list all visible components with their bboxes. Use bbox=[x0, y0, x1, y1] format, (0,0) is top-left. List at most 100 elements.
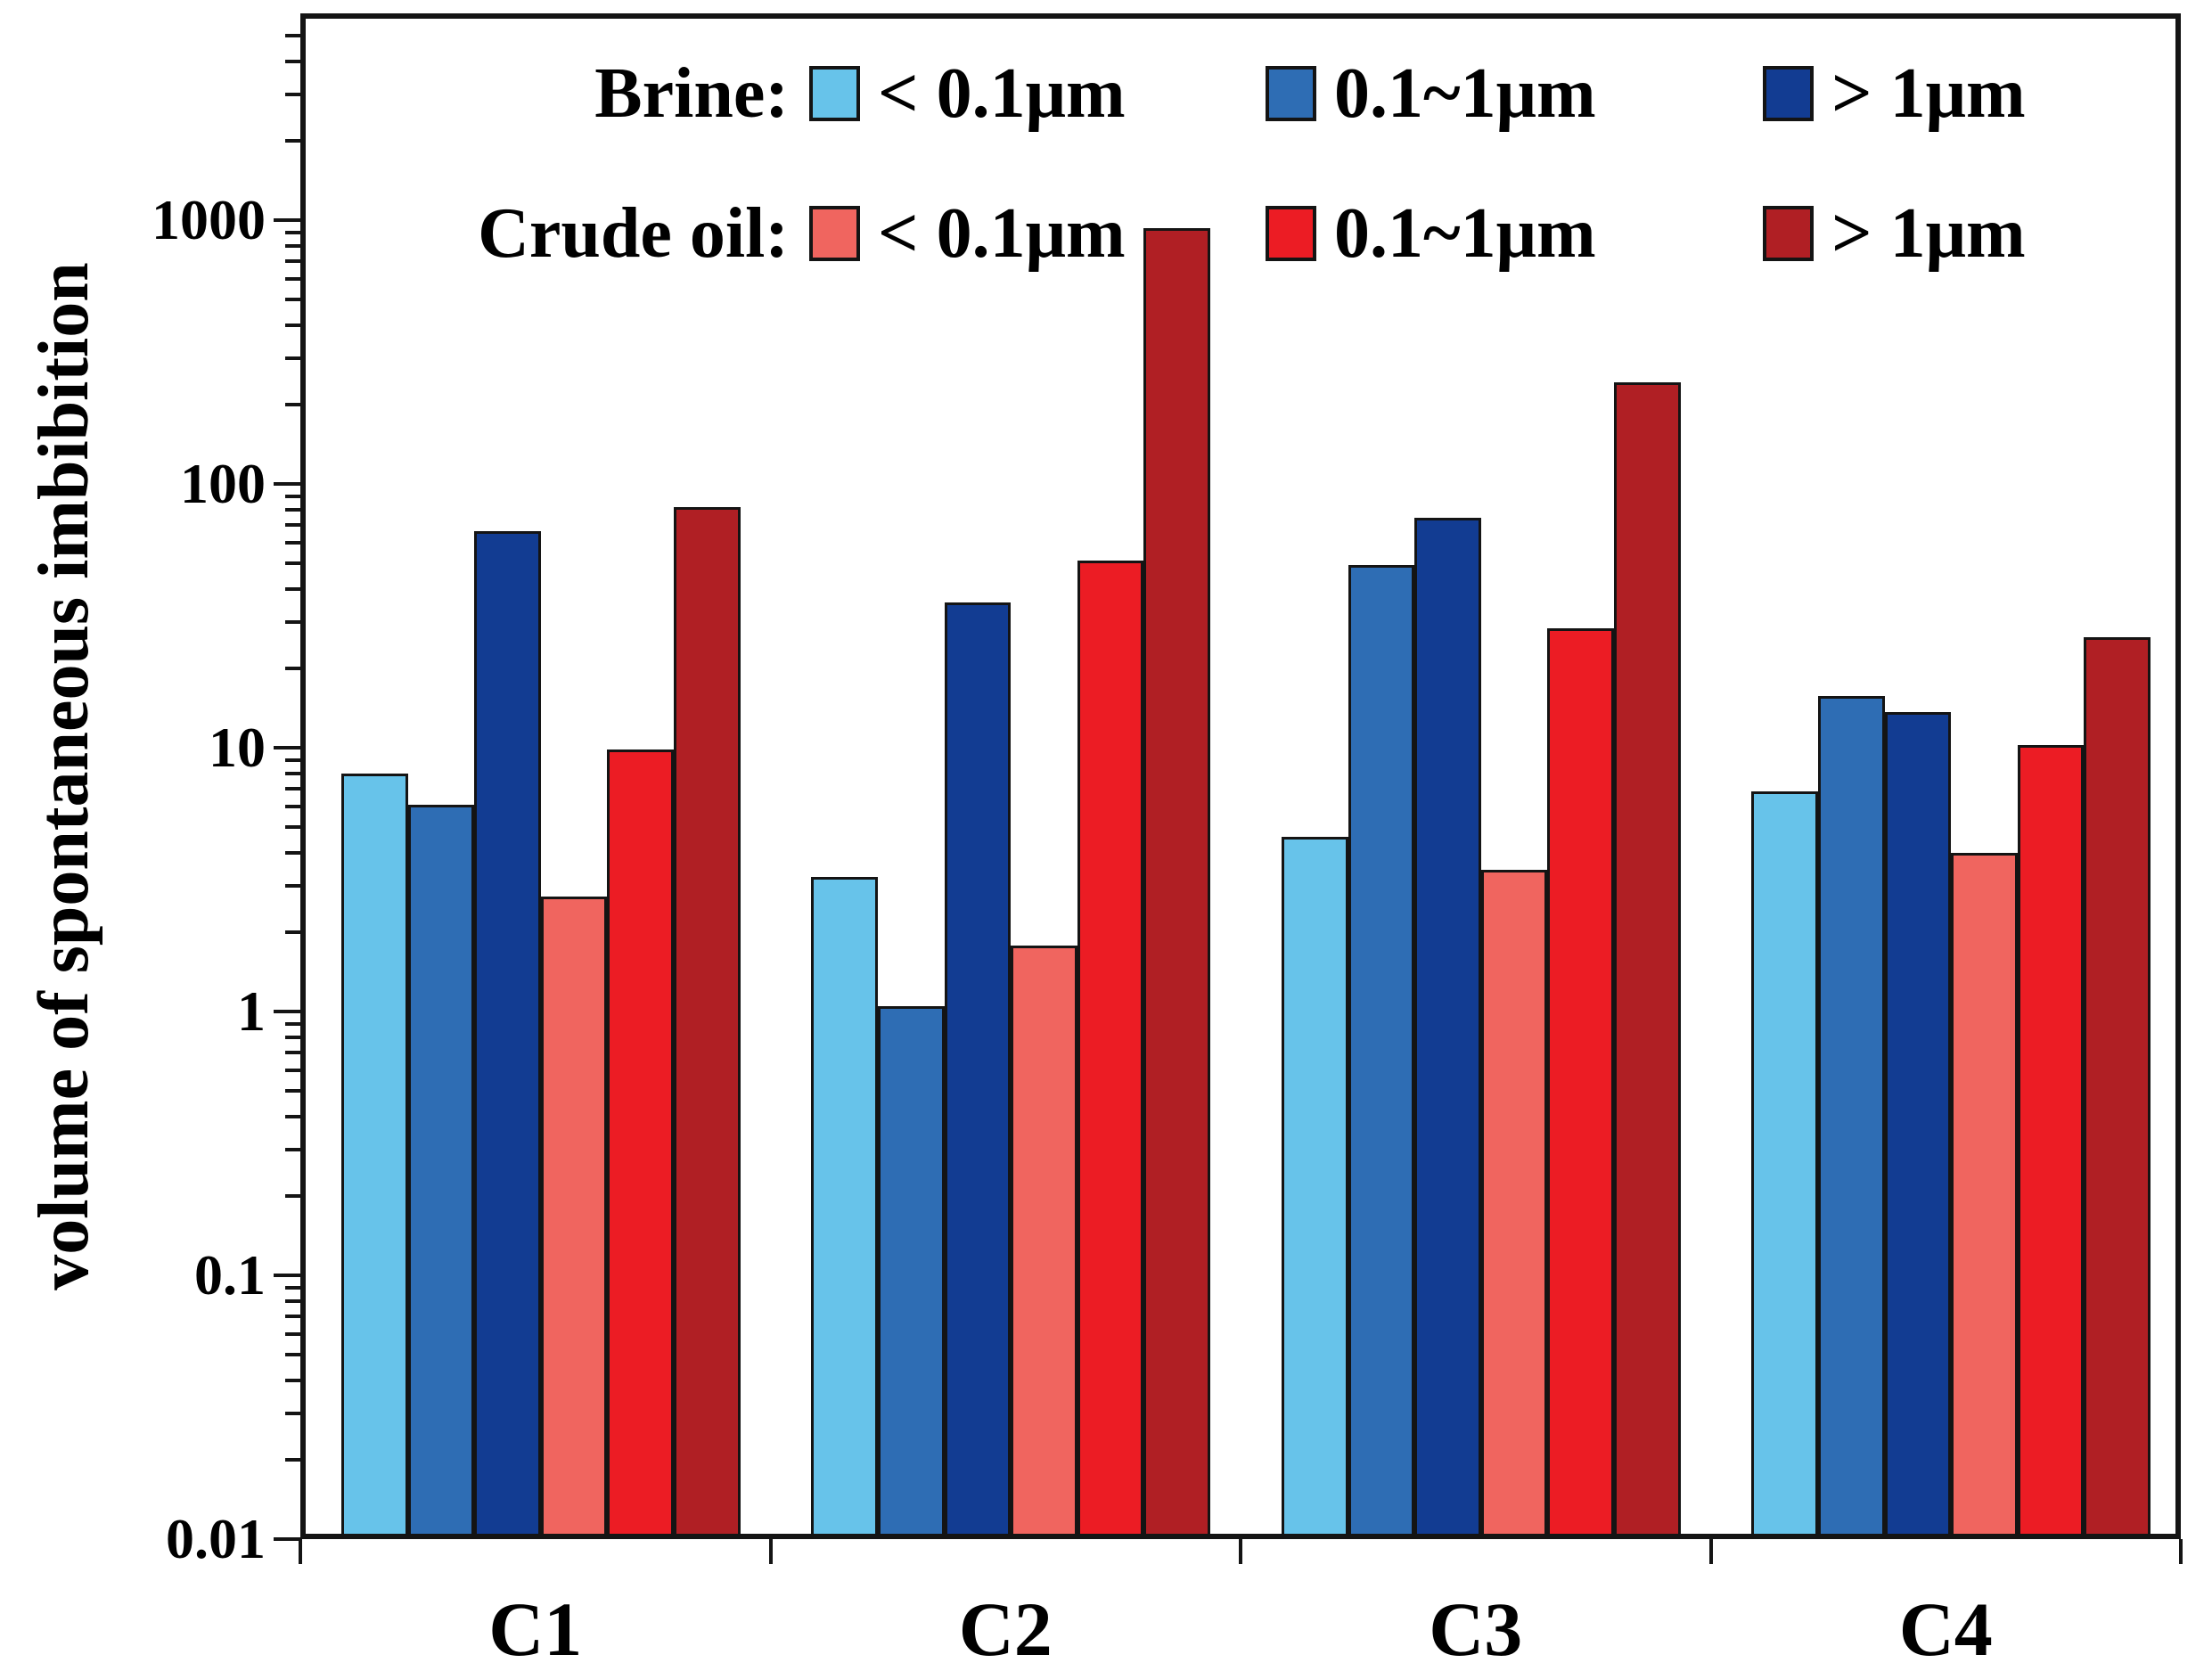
x-category-label-c4: C4 bbox=[1898, 1586, 1993, 1671]
bar-c4-brine-1-m bbox=[1884, 712, 1952, 1534]
legend-swatch-crude-oil-0-1-m bbox=[809, 206, 860, 261]
y-major-tick bbox=[274, 482, 300, 486]
y-minor-tick bbox=[285, 666, 300, 670]
y-minor-tick bbox=[285, 1147, 300, 1151]
y-minor-tick bbox=[285, 1089, 300, 1094]
bar-c1-crude-oil-0-1-1-m bbox=[607, 749, 674, 1534]
bar-c3-brine-0-1-1-m bbox=[1348, 565, 1415, 1534]
y-minor-tick bbox=[285, 507, 300, 512]
y-minor-tick bbox=[285, 850, 300, 855]
bar-c3-crude-oil-1-m bbox=[1613, 381, 1681, 1534]
x-group-tick bbox=[768, 1539, 773, 1564]
y-minor-tick bbox=[285, 138, 300, 143]
bar-c4-crude-oil-0-1-1-m bbox=[2017, 744, 2085, 1534]
y-minor-tick bbox=[285, 356, 300, 360]
legend-swatch-brine-0-1-1-m bbox=[1266, 66, 1316, 121]
y-minor-tick bbox=[285, 1035, 300, 1039]
y-minor-tick bbox=[285, 1457, 300, 1462]
y-minor-tick bbox=[285, 276, 300, 281]
y-minor-tick bbox=[285, 34, 300, 38]
y-major-tick bbox=[274, 1274, 300, 1277]
y-tick-label-1: 1 bbox=[237, 979, 266, 1043]
bar-c4-brine-0-1-1-m bbox=[1818, 695, 1885, 1534]
y-minor-tick bbox=[285, 402, 300, 406]
y-tick-label-0-01: 0.01 bbox=[166, 1507, 266, 1570]
y-major-tick bbox=[274, 1010, 300, 1013]
y-minor-tick bbox=[285, 1378, 300, 1382]
bar-c2-brine-0-1-m bbox=[811, 876, 879, 1534]
bar-c1-brine-0-1-m bbox=[340, 774, 408, 1534]
y-minor-tick bbox=[285, 1298, 300, 1303]
y-minor-tick bbox=[285, 825, 300, 830]
bar-c3-brine-1-m bbox=[1414, 518, 1481, 1534]
x-group-tick bbox=[1708, 1539, 1713, 1564]
y-major-tick bbox=[274, 218, 300, 222]
y-minor-tick bbox=[285, 804, 300, 808]
y-minor-tick bbox=[285, 323, 300, 327]
legend-row-label-brine: Brine: bbox=[594, 54, 789, 133]
legend-label-crude-oil-0-1-m: < 0.1μm bbox=[878, 194, 1126, 273]
y-minor-tick bbox=[285, 1331, 300, 1336]
x-group-tick bbox=[2179, 1539, 2183, 1564]
y-minor-tick bbox=[285, 494, 300, 498]
y-minor-tick bbox=[285, 1021, 300, 1026]
plot-area bbox=[300, 13, 2181, 1539]
legend-label-brine-0-1-1-m: 0.1~1μm bbox=[1334, 54, 1596, 133]
legend-swatch-brine-1-m bbox=[1763, 66, 1814, 121]
y-minor-tick bbox=[285, 522, 300, 527]
y-minor-tick bbox=[285, 1353, 300, 1357]
legend-swatch-brine-0-1-m bbox=[809, 66, 860, 121]
y-minor-tick bbox=[285, 258, 300, 263]
bar-c1-crude-oil-0-1-m bbox=[540, 897, 608, 1534]
bar-c2-crude-oil-1-m bbox=[1143, 227, 1211, 1534]
bar-c1-brine-1-m bbox=[474, 531, 541, 1534]
bar-c4-brine-0-1-m bbox=[1751, 791, 1819, 1534]
y-minor-tick bbox=[285, 59, 300, 63]
bar-c3-crude-oil-0-1-m bbox=[1480, 869, 1548, 1534]
bar-c2-brine-0-1-1-m bbox=[878, 1006, 945, 1534]
y-tick-label-0-1: 0.1 bbox=[194, 1243, 266, 1306]
legend-row-label-crude-oil: Crude oil: bbox=[478, 194, 789, 273]
legend-swatch-crude-oil-1-m bbox=[1763, 206, 1814, 261]
y-minor-tick bbox=[285, 243, 300, 248]
y-tick-label-10: 10 bbox=[209, 716, 266, 779]
bar-c1-brine-0-1-1-m bbox=[407, 805, 475, 1534]
legend-label-brine-0-1-m: < 0.1μm bbox=[878, 54, 1126, 133]
y-tick-label-100: 100 bbox=[180, 452, 266, 515]
y-minor-tick bbox=[285, 1068, 300, 1072]
y-minor-tick bbox=[285, 1193, 300, 1198]
y-minor-tick bbox=[285, 786, 300, 790]
y-minor-tick bbox=[285, 1050, 300, 1054]
y-major-tick bbox=[274, 1537, 300, 1541]
bar-c2-crude-oil-0-1-m bbox=[1011, 945, 1077, 1534]
y-minor-tick bbox=[285, 771, 300, 775]
y-tick-label-1000: 1000 bbox=[152, 188, 266, 251]
y-minor-tick bbox=[285, 540, 300, 545]
y-minor-tick bbox=[285, 619, 300, 624]
bar-c3-crude-oil-0-1-1-m bbox=[1547, 628, 1614, 1534]
bar-c2-crude-oil-0-1-1-m bbox=[1077, 560, 1144, 1534]
x-group-tick bbox=[299, 1539, 302, 1564]
y-minor-tick bbox=[285, 883, 300, 888]
y-minor-tick bbox=[285, 930, 300, 934]
y-minor-tick bbox=[285, 758, 300, 762]
y-minor-tick bbox=[285, 1285, 300, 1290]
y-minor-tick bbox=[285, 586, 300, 591]
x-category-label-c2: C2 bbox=[958, 1586, 1053, 1671]
y-minor-tick bbox=[285, 1314, 300, 1318]
bar-c1-crude-oil-1-m bbox=[673, 506, 741, 1534]
y-major-tick bbox=[274, 746, 300, 749]
bar-c2-brine-1-m bbox=[944, 602, 1012, 1534]
x-category-label-c3: C3 bbox=[1429, 1586, 1523, 1671]
x-group-tick bbox=[1239, 1539, 1242, 1564]
x-category-label-c1: C1 bbox=[488, 1586, 583, 1671]
bar-c3-brine-0-1-m bbox=[1281, 836, 1348, 1534]
y-minor-tick bbox=[285, 298, 300, 302]
bar-c4-crude-oil-1-m bbox=[2084, 637, 2151, 1534]
y-minor-tick bbox=[285, 1411, 300, 1415]
y-minor-tick bbox=[285, 561, 300, 566]
bar-c4-crude-oil-0-1-m bbox=[1951, 853, 2018, 1534]
y-minor-tick bbox=[285, 92, 300, 96]
y-minor-tick bbox=[285, 1114, 300, 1118]
